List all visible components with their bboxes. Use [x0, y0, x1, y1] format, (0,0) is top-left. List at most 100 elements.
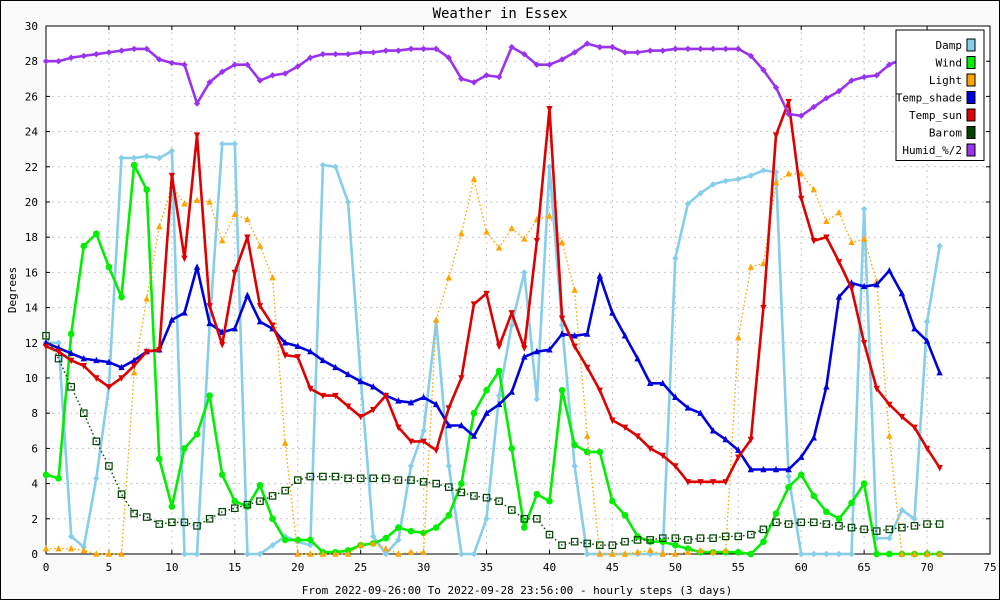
- data-point: [785, 98, 792, 106]
- data-point: [847, 523, 856, 532]
- data-point: [458, 229, 465, 237]
- data-point: [244, 550, 251, 558]
- data-point: [621, 550, 629, 557]
- data-point: [407, 476, 415, 484]
- data-point: [432, 447, 440, 454]
- data-point: [508, 43, 515, 51]
- data-point: [508, 322, 515, 329]
- x-tick-label: 25: [354, 561, 367, 574]
- data-point: [105, 550, 113, 557]
- data-point: [231, 140, 238, 148]
- data-point: [143, 348, 150, 356]
- data-point: [483, 72, 490, 79]
- data-point: [395, 524, 402, 531]
- data-point: [256, 497, 264, 506]
- data-point: [584, 330, 591, 337]
- x-tick-label: 10: [165, 561, 178, 574]
- data-point: [332, 392, 339, 400]
- data-point: [936, 242, 943, 250]
- data-point: [533, 238, 541, 245]
- data-point: [546, 212, 553, 219]
- data-point: [584, 432, 591, 439]
- data-point: [508, 224, 515, 232]
- data-point: [584, 364, 591, 372]
- data-point: [760, 538, 767, 545]
- x-tick-label: 5: [106, 561, 113, 574]
- series-barom: [42, 331, 944, 550]
- data-point: [118, 550, 125, 557]
- data-point: [709, 427, 717, 434]
- data-point: [798, 170, 805, 177]
- data-point: [294, 550, 301, 557]
- data-point: [583, 448, 591, 456]
- y-tick-label: 6: [31, 442, 38, 455]
- data-point: [823, 217, 830, 225]
- data-point: [344, 50, 352, 58]
- data-point: [294, 63, 301, 70]
- data-point: [646, 379, 654, 386]
- data-point: [93, 50, 100, 58]
- data-point: [835, 87, 843, 95]
- data-point: [92, 437, 101, 446]
- data-point: [860, 205, 868, 213]
- data-point: [583, 539, 592, 548]
- data-point: [848, 499, 855, 507]
- legend-swatch: [966, 56, 976, 69]
- legend-swatch: [966, 108, 976, 122]
- data-point: [507, 506, 516, 514]
- data-point: [269, 72, 276, 79]
- data-point: [759, 525, 768, 534]
- data-point: [521, 345, 528, 352]
- data-point: [181, 255, 188, 263]
- series-light: [42, 170, 943, 557]
- x-tick-label: 40: [543, 561, 556, 574]
- legend-label: Light: [929, 74, 962, 87]
- data-point: [772, 178, 780, 186]
- legend-swatch: [966, 73, 976, 87]
- data-point: [143, 45, 150, 53]
- data-point: [293, 476, 302, 484]
- data-point: [546, 497, 553, 505]
- data-point: [181, 445, 188, 452]
- data-point: [130, 45, 138, 53]
- data-point: [93, 230, 100, 237]
- x-tick-label: 65: [858, 561, 871, 574]
- data-point: [608, 541, 617, 550]
- data-point: [546, 163, 553, 170]
- data-point: [609, 497, 616, 505]
- data-point: [848, 77, 855, 84]
- data-point: [369, 474, 378, 483]
- data-point: [772, 84, 780, 91]
- data-point: [671, 534, 680, 542]
- data-point: [646, 445, 654, 453]
- data-point: [105, 49, 113, 56]
- data-point: [458, 375, 465, 382]
- data-point: [659, 47, 666, 54]
- legend-label: Barom: [929, 127, 962, 140]
- data-point: [156, 347, 163, 354]
- legend: Damp Wind Light Temp_shade Temp_sun Barom Humi…: [895, 29, 985, 161]
- y-tick-label: 10: [25, 372, 38, 385]
- data-point: [130, 509, 138, 518]
- data-point: [432, 400, 440, 408]
- y-tick-label: 16: [25, 266, 38, 279]
- data-point: [319, 472, 327, 481]
- y-tick-label: 2: [31, 513, 38, 526]
- data-point: [307, 536, 314, 544]
- data-point: [823, 383, 830, 390]
- data-point: [785, 483, 792, 491]
- data-point: [319, 356, 327, 364]
- data-point: [143, 153, 150, 160]
- data-point: [130, 362, 138, 370]
- data-point: [571, 286, 578, 293]
- data-point: [546, 106, 553, 113]
- data-point: [395, 550, 402, 557]
- legend-label: Damp: [936, 39, 963, 52]
- data-point: [307, 347, 314, 355]
- data-point: [521, 353, 528, 360]
- data-point: [457, 488, 466, 497]
- data-point: [470, 409, 478, 417]
- data-point: [571, 462, 578, 470]
- data-point: [181, 309, 188, 316]
- data-point: [432, 45, 440, 53]
